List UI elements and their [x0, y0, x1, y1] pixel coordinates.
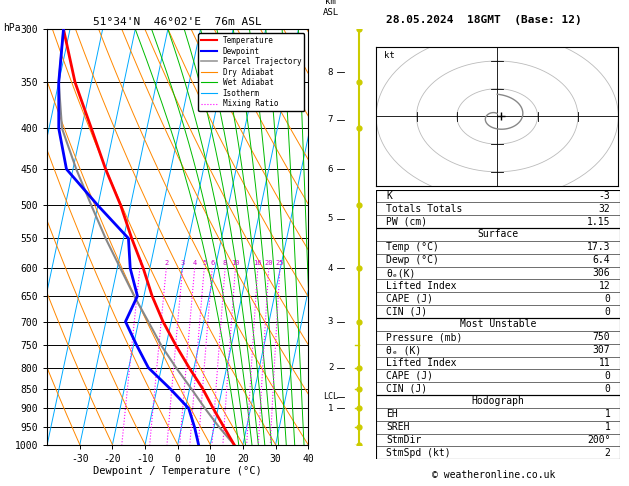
- Text: 8: 8: [328, 68, 333, 77]
- Text: 8: 8: [223, 260, 227, 266]
- Text: © weatheronline.co.uk: © weatheronline.co.uk: [432, 470, 555, 480]
- Text: 5: 5: [202, 260, 206, 266]
- Text: 28.05.2024  18GMT  (Base: 12): 28.05.2024 18GMT (Base: 12): [386, 15, 582, 25]
- Text: Dewp (°C): Dewp (°C): [386, 255, 439, 265]
- Text: 1: 1: [138, 260, 142, 266]
- Text: Totals Totals: Totals Totals: [386, 204, 462, 214]
- Text: CAPE (J): CAPE (J): [386, 294, 433, 304]
- X-axis label: Dewpoint / Temperature (°C): Dewpoint / Temperature (°C): [93, 467, 262, 476]
- Text: EH: EH: [386, 409, 398, 419]
- Text: 0: 0: [604, 294, 610, 304]
- Text: hPa: hPa: [3, 23, 21, 34]
- Text: 1: 1: [604, 422, 610, 432]
- Text: 6: 6: [328, 165, 333, 174]
- Text: 10: 10: [231, 260, 240, 266]
- Text: θₑ(K): θₑ(K): [386, 268, 415, 278]
- Text: LCL: LCL: [323, 392, 338, 401]
- Text: 6.4: 6.4: [593, 255, 610, 265]
- Text: 4: 4: [328, 264, 333, 273]
- Text: 0: 0: [604, 371, 610, 381]
- Text: 25: 25: [276, 260, 284, 266]
- Text: 5: 5: [328, 214, 333, 224]
- Text: 2: 2: [604, 448, 610, 458]
- Text: Temp (°C): Temp (°C): [386, 243, 439, 252]
- Text: 17.3: 17.3: [587, 243, 610, 252]
- Text: Pressure (mb): Pressure (mb): [386, 332, 462, 342]
- Text: 3: 3: [181, 260, 185, 266]
- Text: -3: -3: [599, 191, 610, 201]
- Text: kt: kt: [384, 51, 395, 60]
- Text: Most Unstable: Most Unstable: [460, 319, 537, 330]
- Text: CAPE (J): CAPE (J): [386, 371, 433, 381]
- Text: StmSpd (kt): StmSpd (kt): [386, 448, 450, 458]
- Text: 11: 11: [599, 358, 610, 368]
- Text: K: K: [386, 191, 392, 201]
- Text: 200°: 200°: [587, 435, 610, 445]
- Text: 3: 3: [328, 317, 333, 326]
- Text: θₑ (K): θₑ (K): [386, 345, 421, 355]
- Text: CIN (J): CIN (J): [386, 307, 427, 316]
- Text: km
ASL: km ASL: [323, 0, 338, 17]
- Text: StmDir: StmDir: [386, 435, 421, 445]
- Text: 1: 1: [604, 409, 610, 419]
- Text: 750: 750: [593, 332, 610, 342]
- Text: 0: 0: [604, 307, 610, 316]
- Text: 7: 7: [328, 115, 333, 124]
- Text: 2: 2: [328, 363, 333, 372]
- Text: 12: 12: [599, 281, 610, 291]
- Text: 306: 306: [593, 268, 610, 278]
- Text: 307: 307: [593, 345, 610, 355]
- Legend: Temperature, Dewpoint, Parcel Trajectory, Dry Adiabat, Wet Adiabat, Isotherm, Mi: Temperature, Dewpoint, Parcel Trajectory…: [198, 33, 304, 111]
- Text: 6: 6: [210, 260, 214, 266]
- Text: 20: 20: [264, 260, 273, 266]
- Text: 2: 2: [164, 260, 169, 266]
- Text: 0: 0: [604, 383, 610, 394]
- Text: Surface: Surface: [477, 229, 519, 240]
- Text: 32: 32: [599, 204, 610, 214]
- Text: 51°34'N  46°02'E  76m ASL: 51°34'N 46°02'E 76m ASL: [93, 17, 262, 27]
- Text: CIN (J): CIN (J): [386, 383, 427, 394]
- Text: Lifted Index: Lifted Index: [386, 358, 457, 368]
- Text: SREH: SREH: [386, 422, 409, 432]
- Text: 1: 1: [328, 404, 333, 413]
- Text: Hodograph: Hodograph: [472, 397, 525, 406]
- Text: PW (cm): PW (cm): [386, 217, 427, 226]
- Text: 4: 4: [192, 260, 197, 266]
- Text: 1.15: 1.15: [587, 217, 610, 226]
- Text: Lifted Index: Lifted Index: [386, 281, 457, 291]
- Text: 16: 16: [253, 260, 262, 266]
